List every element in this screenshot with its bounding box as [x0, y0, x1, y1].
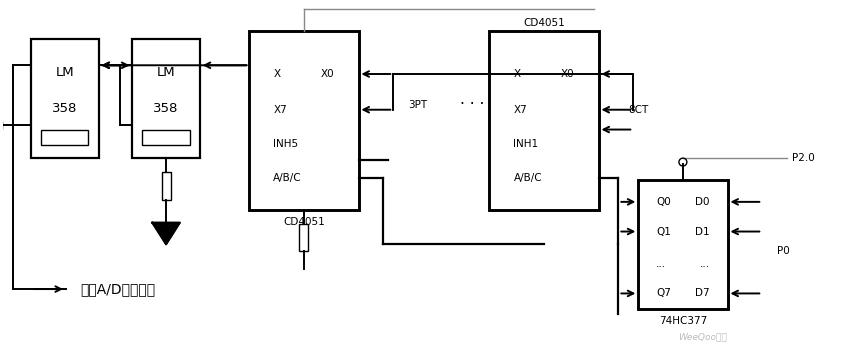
Text: 358: 358 [52, 102, 78, 115]
Text: X7: X7 [513, 105, 527, 115]
Text: X0: X0 [321, 69, 334, 79]
Text: X7: X7 [273, 105, 287, 115]
Text: D1: D1 [695, 227, 709, 237]
Text: CD4051: CD4051 [283, 217, 324, 227]
Text: X: X [513, 69, 520, 79]
Text: P2.0: P2.0 [791, 153, 814, 163]
Text: CD4051: CD4051 [522, 18, 565, 28]
Text: X0: X0 [560, 69, 574, 79]
Text: 3PT: 3PT [408, 100, 427, 110]
Text: 74HC377: 74HC377 [658, 316, 706, 326]
Bar [161, 172, 170, 200]
Bar [489, 31, 598, 210]
Text: ...: ... [699, 259, 709, 269]
Text: Q1: Q1 [655, 227, 670, 237]
Text: Q7: Q7 [655, 288, 670, 298]
Text: INH1: INH1 [513, 139, 538, 149]
Bar [31, 39, 99, 158]
Bar [41, 129, 89, 145]
Bar [249, 31, 358, 210]
Text: Q0: Q0 [655, 197, 670, 207]
Text: 358: 358 [154, 102, 179, 115]
Bar [143, 129, 189, 145]
Text: 进入A/D转换电路: 进入A/D转换电路 [81, 282, 155, 296]
Polygon shape [152, 223, 180, 244]
Text: · · ·: · · · [460, 97, 484, 112]
Text: INH5: INH5 [273, 139, 298, 149]
Bar [299, 223, 308, 251]
Bar [133, 39, 199, 158]
Text: A/B/C: A/B/C [273, 172, 301, 183]
Text: 8CT: 8CT [628, 105, 648, 115]
Text: P0: P0 [776, 246, 789, 256]
Text: LM: LM [157, 66, 176, 79]
Bar [637, 180, 727, 309]
Text: A/B/C: A/B/C [513, 172, 542, 183]
Text: D0: D0 [695, 197, 709, 207]
Bar [0, 121, 3, 129]
Text: ...: ... [655, 259, 665, 269]
Text: LM: LM [56, 66, 74, 79]
Text: D7: D7 [695, 288, 709, 298]
Text: X: X [273, 69, 280, 79]
Text: WeeQoo维库: WeeQoo维库 [677, 332, 726, 341]
